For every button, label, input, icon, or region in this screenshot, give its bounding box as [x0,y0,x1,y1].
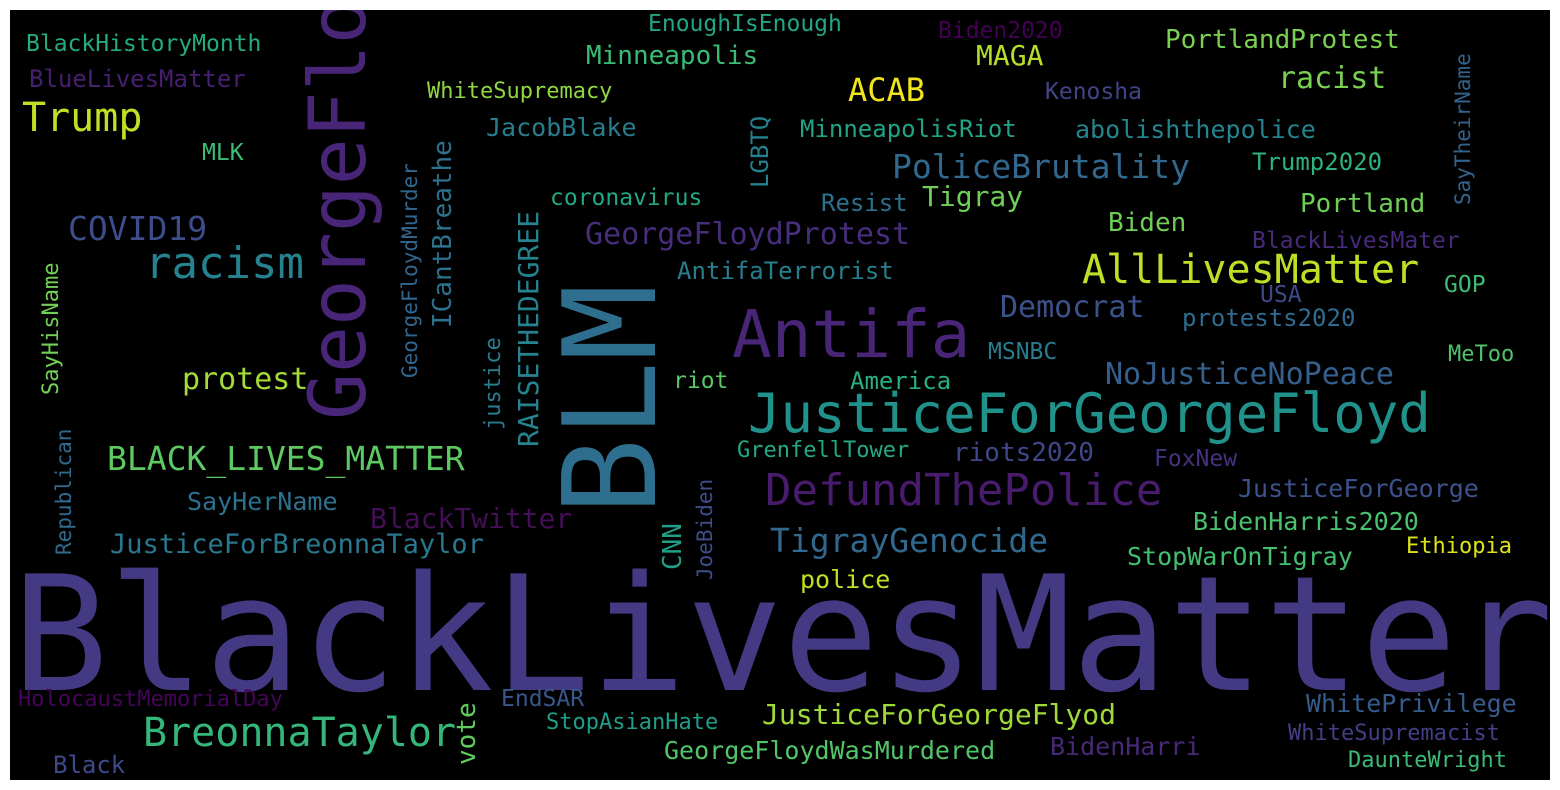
word-nojusticenopeace: NoJusticeNoPeace [1105,357,1394,392]
word-tigraygenocide: TigrayGenocide [770,521,1049,560]
word-msnbc: MSNBC [988,339,1058,365]
word-acab: ACAB [848,71,926,109]
word-alllivesmatter: AllLivesMatter [1082,247,1420,293]
word-biden2020: Biden2020 [938,18,1063,44]
word-sayhisname: SayHisName [39,262,64,395]
word-endsar: EndSAR [501,686,585,712]
word-lgbtq: LGBTQ [746,115,774,188]
word-abolishthepolice: abolishthepolice [1075,115,1316,144]
word-whitesupremacist: WhiteSupremacist [1288,721,1500,746]
word-usa: USA [1260,282,1302,308]
word-minneapolisriot: MinneapolisRiot [800,115,1017,143]
word-vote: vote [452,702,482,765]
word-blacklivesmater: BlackLivesMater [1252,228,1460,254]
word-portlandprotest: PortlandProtest [1165,25,1400,55]
word-america: America [850,367,952,395]
word-blackhistorymonth: BlackHistoryMonth [26,31,262,57]
word-racism: racism [145,238,304,289]
word-georgefloydmurder: GeorgeFloydMurder [398,163,422,378]
word-jacobblake: JacobBlake [486,113,637,142]
word-cloud: BlackLivesMatter BLM GeorgeFloyd Antifa Just… [10,10,1550,780]
word-foxnew: FoxNew [1154,446,1238,472]
word-sayhername: SayHerName [187,487,338,516]
word-antifaterrorist: AntifaTerrorist [677,257,894,285]
word-justice: justice [481,337,506,430]
word-black-lives-matter: BLACK_LIVES_MATTER [107,439,465,478]
word-black: Black [53,751,126,779]
word-icantbreathe: ICantBreathe [428,140,458,328]
word-blm: BLM [537,283,686,515]
word-blacktwitter: BlackTwitter [370,502,573,535]
word-stopwarontigray: StopWarOnTigray [1127,542,1353,571]
word-democrat: Democrat [1000,290,1145,325]
word-stopasianhate: StopAsianHate [546,710,719,735]
word-bluelivesmatter: BlueLivesMatter [29,65,246,93]
word-justiceforbreonnataylor: JusticeForBreonnaTaylor [110,529,484,560]
word-grenfelltower: GrenfellTower [737,438,910,463]
word-minneapolis: Minneapolis [586,41,759,71]
word-whiteprivilege: WhitePrivilege [1306,689,1517,718]
word-holocaustmemorialday: HolocaustMemorialDay [18,687,283,712]
word-enoughisenough: EnoughIsEnough [648,11,842,37]
word-ethiopia: Ethiopia [1406,534,1512,559]
word-justiceforgeorgefloyd: JusticeForGeorgeFloyd [748,382,1431,445]
word-georgefloydwasmurdered: GeorgeFloydWasMurdered [664,736,996,765]
word-protests2020: protests2020 [1182,304,1356,332]
word-kenosha: Kenosha [1045,79,1142,105]
word-georgefloydprotest: GeorgeFloydProtest [585,217,911,252]
word-tigray: Tigray [922,180,1024,213]
word-dauntewright: DaunteWright [1348,748,1507,773]
word-joebiden: JoeBiden [693,478,717,580]
word-protest: protest [182,362,309,397]
word-raisethedegree: RAISETHEDEGREE [512,210,545,447]
word-maga: MAGA [976,39,1044,72]
word-gop: GOP [1444,272,1486,298]
word-covid19: COVID19 [68,209,208,248]
word-policebrutality: PoliceBrutality [892,147,1191,186]
word-coronavirus: coronavirus [550,185,703,211]
word-bidenharris2020: BidenHarris2020 [1193,507,1419,536]
word-racist: racist [1278,61,1387,96]
word-blacklivesmatter: BlackLivesMatter [12,541,1550,728]
word-police: police [800,565,891,594]
word-biden: Biden [1108,208,1187,238]
word-trump2020: Trump2020 [1252,148,1383,176]
word-cnn: CNN [658,523,688,570]
word-resist: Resist [821,189,908,217]
word-justiceforgeorgeflyod: JusticeForGeorgeFlyod [762,698,1117,731]
word-antifa: Antifa [732,296,971,373]
word-riot: riot [673,368,729,394]
word-justiceforgeorge: JusticeForGeorge [1238,474,1479,503]
word-whitesupremacy: WhiteSupremacy [427,79,613,104]
word-metoo: MeToo [1448,342,1515,367]
word-georgefloyd: GeorgeFloyd [294,10,384,420]
word-riots2020: riots2020 [953,438,1094,468]
word-bidenharri: BidenHarri [1050,732,1201,761]
word-saytheirname: SayTheirName [1451,53,1475,205]
word-portland: Portland [1300,189,1426,219]
word-republican: Republican [52,428,76,555]
word-trump: Trump [22,95,143,141]
word-mlk: MLK [202,140,244,166]
word-defundthepolice: DefundThePolice [765,465,1163,516]
word-breonnataylor: BreonnaTaylor [143,710,457,756]
